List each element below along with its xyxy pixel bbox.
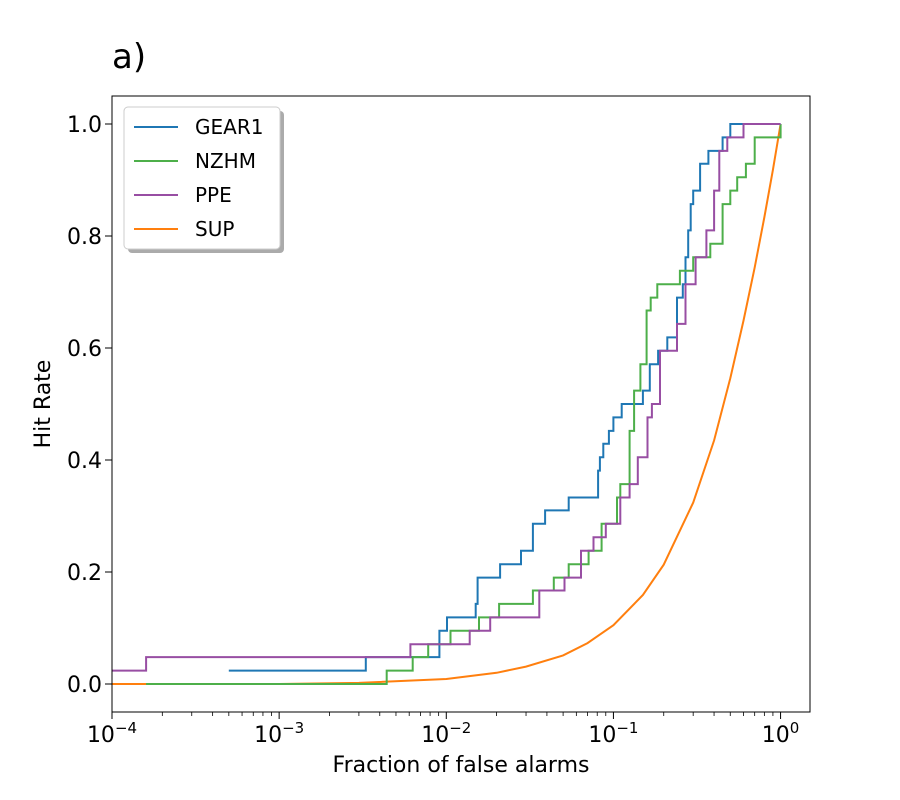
y-tick-label: 0.0 [67,673,102,698]
series-line-gear1 [228,123,781,672]
y-tick-label: 0.6 [67,337,102,362]
legend-label-gear1: GEAR1 [195,115,263,139]
y-tick-label: 0.2 [67,561,102,586]
legend-label-nzhm: NZHM [195,149,256,173]
legend-label-ppe: PPE [195,183,232,207]
series-line-ppe [112,123,781,672]
y-tick-label: 1.0 [67,113,102,138]
x-tick-label: 10−2 [421,719,471,748]
y-tick-label: 0.4 [67,449,102,474]
plot-area [112,123,782,685]
series-line-sup [112,123,782,685]
x-tick-label: 10−1 [588,719,638,748]
y-tick-label: 0.8 [67,225,102,250]
series-line-nzhm [146,124,782,685]
axes-frame [111,95,811,713]
x-tick-label: 100 [762,719,800,748]
x-axis-label: Fraction of false alarms [333,753,590,778]
legend: GEAR1 NZHM PPE SUP [123,106,284,253]
x-tick-label: 10−3 [254,719,304,748]
legend-box [123,106,281,250]
y-axis-label: Hit Rate [31,360,56,449]
x-tick-label: 10−4 [87,719,137,748]
y-axis: 0.0 0.2 0.4 0.6 0.8 1.0 [67,113,112,698]
legend-label-sup: SUP [195,217,234,241]
x-axis: 10−4 10−3 10−2 10−1 100 [87,712,799,748]
panel-title: a) [112,37,146,77]
